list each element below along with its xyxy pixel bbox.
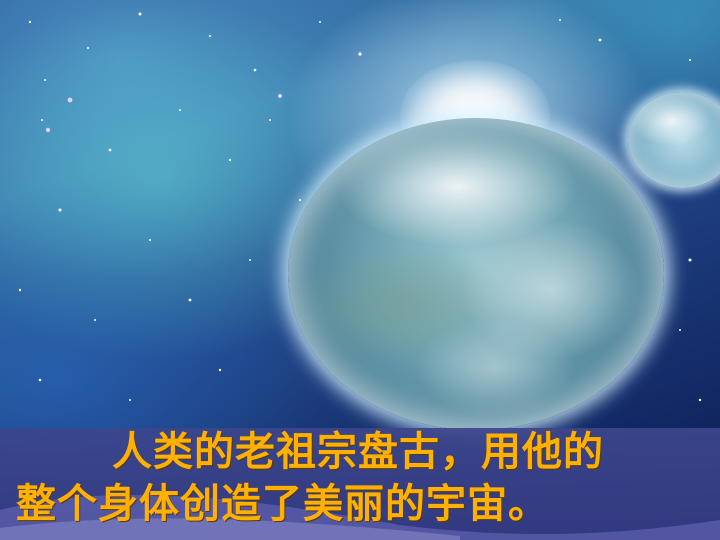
- slide-caption: 人类的老祖宗盘古，用他的 整个身体创造了美丽的宇宙。: [16, 426, 716, 530]
- caption-decoration: [0, 494, 720, 540]
- caption-line-1: 人类的老祖宗盘古，用他的: [112, 429, 604, 475]
- small-planet-image: [628, 92, 720, 188]
- earth-planet-image: [288, 118, 664, 430]
- caption-line-2: 整个身体创造了美丽的宇宙。: [16, 481, 549, 527]
